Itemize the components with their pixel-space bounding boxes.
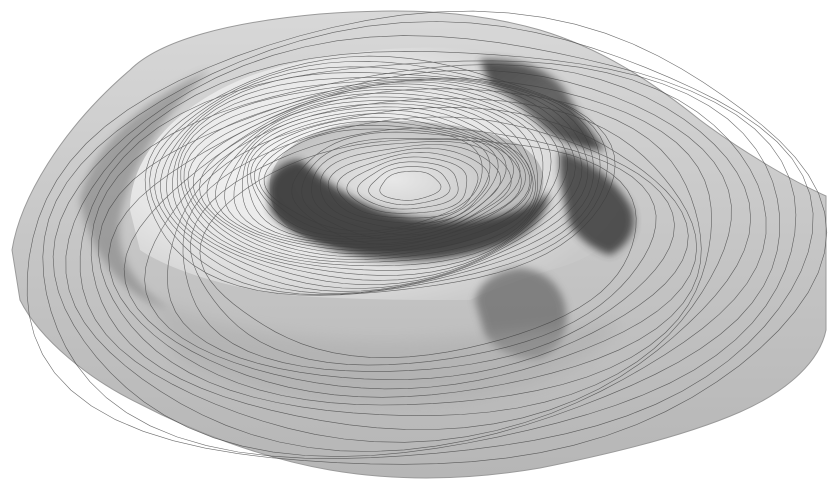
contour-outer	[90, 64, 752, 430]
contour-bowl	[183, 83, 561, 271]
contour-outer	[26, 10, 828, 465]
contour-bowl	[258, 124, 491, 235]
contour-bowl	[144, 55, 616, 296]
contour-bowl	[159, 72, 595, 292]
contour-mound	[291, 131, 532, 245]
dark-scarp-east	[559, 150, 634, 255]
contour-bowl	[250, 116, 507, 240]
contour-bowl	[166, 76, 589, 289]
contour-bowl	[224, 103, 531, 252]
contour-outer	[182, 116, 675, 372]
contour-outer	[123, 88, 702, 398]
contour-bowl	[206, 96, 536, 257]
contour-outer	[190, 127, 657, 366]
contour-outer	[65, 51, 780, 452]
contour-mound	[301, 138, 522, 241]
contour-outer	[199, 138, 637, 359]
contour-bowl	[199, 92, 539, 260]
contour-outer	[108, 78, 712, 406]
contour-mound	[319, 144, 501, 230]
contour-lines	[26, 10, 828, 465]
contour-outer	[79, 60, 767, 443]
contour-bowl	[254, 120, 499, 237]
contour-bowl	[149, 60, 608, 296]
contour-bowl	[172, 78, 583, 286]
contour-bowl	[154, 66, 601, 294]
contour-outer	[98, 69, 732, 416]
contour-mound	[336, 151, 479, 219]
contour-bowl	[193, 89, 544, 263]
contour-bowl	[263, 128, 483, 232]
contour-mound	[357, 161, 459, 210]
contour-outer	[52, 35, 797, 457]
south-slope-shading	[150, 300, 620, 404]
contour-mound	[379, 170, 442, 201]
contour-mound	[311, 140, 512, 236]
contour-outer	[144, 98, 698, 390]
contour-bowl	[215, 100, 534, 255]
contour-outer	[42, 21, 814, 459]
contour-bowl	[180, 81, 569, 276]
contour-outer	[166, 106, 689, 380]
contour-mound	[368, 166, 451, 206]
west-rim-shadow	[80, 70, 210, 310]
dark-scarp-inner	[268, 160, 549, 261]
contour-bowl	[176, 79, 576, 281]
contour-mound	[346, 156, 468, 214]
contour-mound	[327, 147, 490, 224]
contour-bowl	[187, 86, 552, 267]
